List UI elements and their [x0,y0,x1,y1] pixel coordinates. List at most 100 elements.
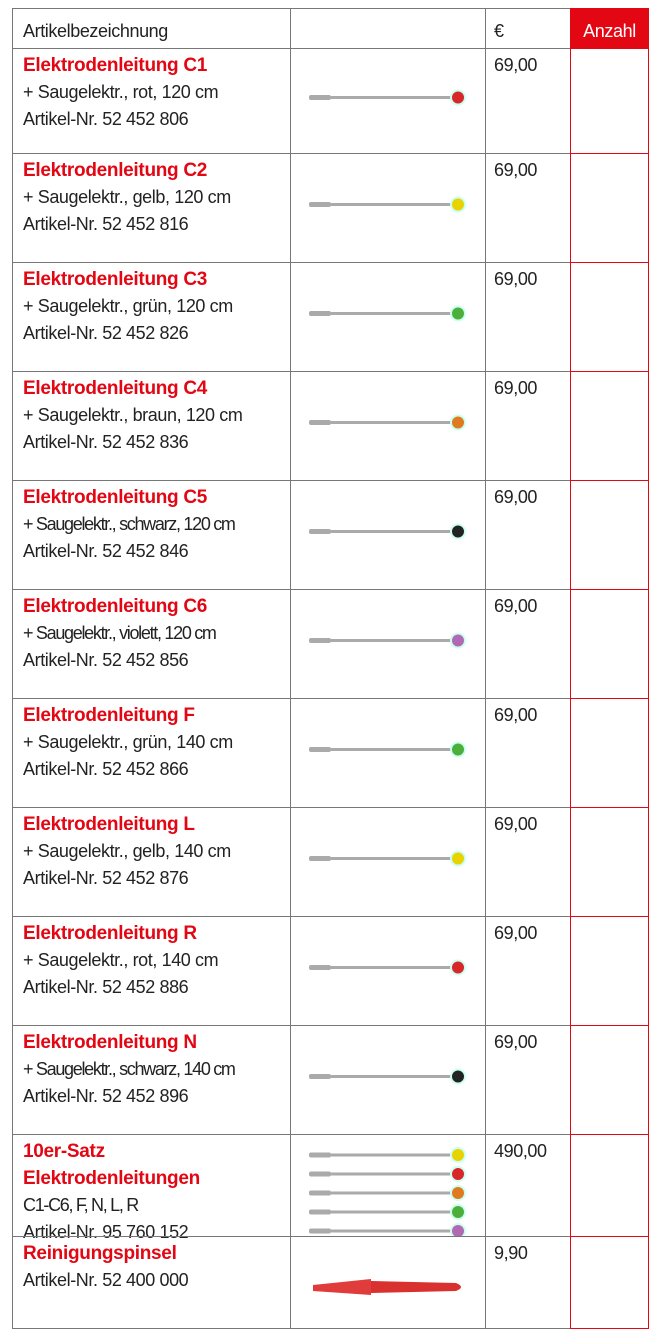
image-cell [290,807,486,917]
header-quantity: Anzahl [571,18,648,45]
price-cell: 69,00 [485,698,571,808]
image-cell [290,698,486,808]
quantity-cell [570,48,649,154]
item-cell: Elektrodenleitung C4+ Saugelektr., braun… [12,371,291,481]
price-cell: 69,00 [485,589,571,699]
item-line: Artikel-Nr. 52 452 866 [23,756,280,783]
product-image [291,154,486,263]
item-cell: Elektrodenleitung C3+ Saugelektr., grün,… [12,262,291,372]
product-image [291,1135,486,1237]
item-line: + Saugelektr., violett, 120 cm [23,620,280,647]
item-price: 69,00 [494,52,562,79]
price-cell: 69,00 [485,262,571,372]
item-line: + Saugelektr., schwarz, 120 cm [23,511,280,538]
item-title: Elektrodenleitung C1 [23,52,280,79]
price-cell: 490,00 [485,1134,571,1237]
header-cell [290,8,486,49]
item-cell: Elektrodenleitung C5+ Saugelektr., schwa… [12,480,291,590]
item-title: Reinigungspinsel [23,1240,280,1267]
item-line: + Saugelektr., grün, 140 cm [23,729,280,756]
item-title: Elektrodenleitung F [23,702,280,729]
item-line: + Saugelektr., braun, 120 cm [23,402,280,429]
product-image [291,49,486,154]
item-title: Elektrodenleitung C4 [23,375,280,402]
item-title: Elektrodenleitung N [23,1029,280,1056]
item-line: Artikel-Nr. 52 452 816 [23,211,280,238]
price-cell: 69,00 [485,48,571,154]
item-cell: Elektrodenleitung C6+ Saugelektr., viole… [12,589,291,699]
item-price: 69,00 [494,266,562,293]
item-cell: Elektrodenleitung R+ Saugelektr., rot, 1… [12,916,291,1026]
item-line: Artikel-Nr. 52 452 876 [23,865,280,892]
item-cell: Elektrodenleitung N+ Saugelektr., schwar… [12,1025,291,1135]
image-cell [290,1134,486,1237]
price-cell: 69,00 [485,153,571,263]
quantity-cell [570,589,649,699]
image-cell [290,48,486,154]
item-line: Artikel-Nr. 52 452 806 [23,106,280,133]
image-cell [290,1025,486,1135]
quantity-cell [570,371,649,481]
item-title: Elektrodenleitung R [23,920,280,947]
item-price: 9,90 [494,1240,562,1267]
image-cell [290,589,486,699]
item-title: Elektrodenleitung L [23,811,280,838]
item-title: Elektrodenleitung C5 [23,484,280,511]
item-line: Artikel-Nr. 52 452 886 [23,974,280,1001]
quantity-cell [570,916,649,1026]
quantity-cell [570,1025,649,1135]
item-line: Artikel-Nr. 52 452 896 [23,1083,280,1110]
quantity-cell [570,807,649,917]
item-cell: Elektrodenleitung L+ Saugelektr., gelb, … [12,807,291,917]
price-cell: 69,00 [485,371,571,481]
price-cell: 69,00 [485,1025,571,1135]
item-price: 69,00 [494,375,562,402]
image-cell [290,1236,486,1329]
item-line: Artikel-Nr. 52 452 826 [23,320,280,347]
quantity-cell [570,153,649,263]
item-price: 490,00 [494,1138,562,1165]
quantity-cell [570,480,649,590]
item-line: + Saugelektr., rot, 120 cm [23,79,280,106]
item-price: 69,00 [494,811,562,838]
item-title: Elektrodenleitung C6 [23,593,280,620]
quantity-cell [570,1236,649,1329]
item-price: 69,00 [494,157,562,184]
item-cell: Elektrodenleitung C1+ Saugelektr., rot, … [12,48,291,154]
header-price: € [494,18,562,45]
item-line: Artikel-Nr. 52 400 000 [23,1267,280,1294]
item-cell: Elektrodenleitung F+ Saugelektr., grün, … [12,698,291,808]
item-title: Elektrodenleitung C3 [23,266,280,293]
item-title: 10er-Satz Elektrodenleitungen [23,1138,280,1192]
item-line: + Saugelektr., gelb, 120 cm [23,184,280,211]
quantity-cell [570,698,649,808]
item-price: 69,00 [494,920,562,947]
item-line: Artikel-Nr. 52 452 846 [23,538,280,565]
product-image [291,808,486,917]
item-line: + Saugelektr., grün, 120 cm [23,293,280,320]
image-cell [290,371,486,481]
image-cell [290,153,486,263]
item-price: 69,00 [494,1029,562,1056]
page: Artikelbezeichnung€AnzahlElektrodenleitu… [0,0,660,1336]
product-image [291,372,486,481]
item-price: 69,00 [494,484,562,511]
item-cell: Elektrodenleitung C2+ Saugelektr., gelb,… [12,153,291,263]
quantity-cell [570,262,649,372]
header-cell: Anzahl [570,8,649,49]
item-line: C1-C6, F, N, L, R [23,1192,280,1219]
price-cell: 69,00 [485,916,571,1026]
product-image [291,1237,486,1329]
item-line: Artikel-Nr. 52 452 836 [23,429,280,456]
product-image [291,590,486,699]
item-line: + Saugelektr., gelb, 140 cm [23,838,280,865]
image-cell [290,916,486,1026]
product-image [291,263,486,372]
product-image [291,1026,486,1135]
image-cell [290,480,486,590]
item-line: + Saugelektr., schwarz, 140 cm [23,1056,280,1083]
quantity-cell [570,1134,649,1237]
item-price: 69,00 [494,593,562,620]
